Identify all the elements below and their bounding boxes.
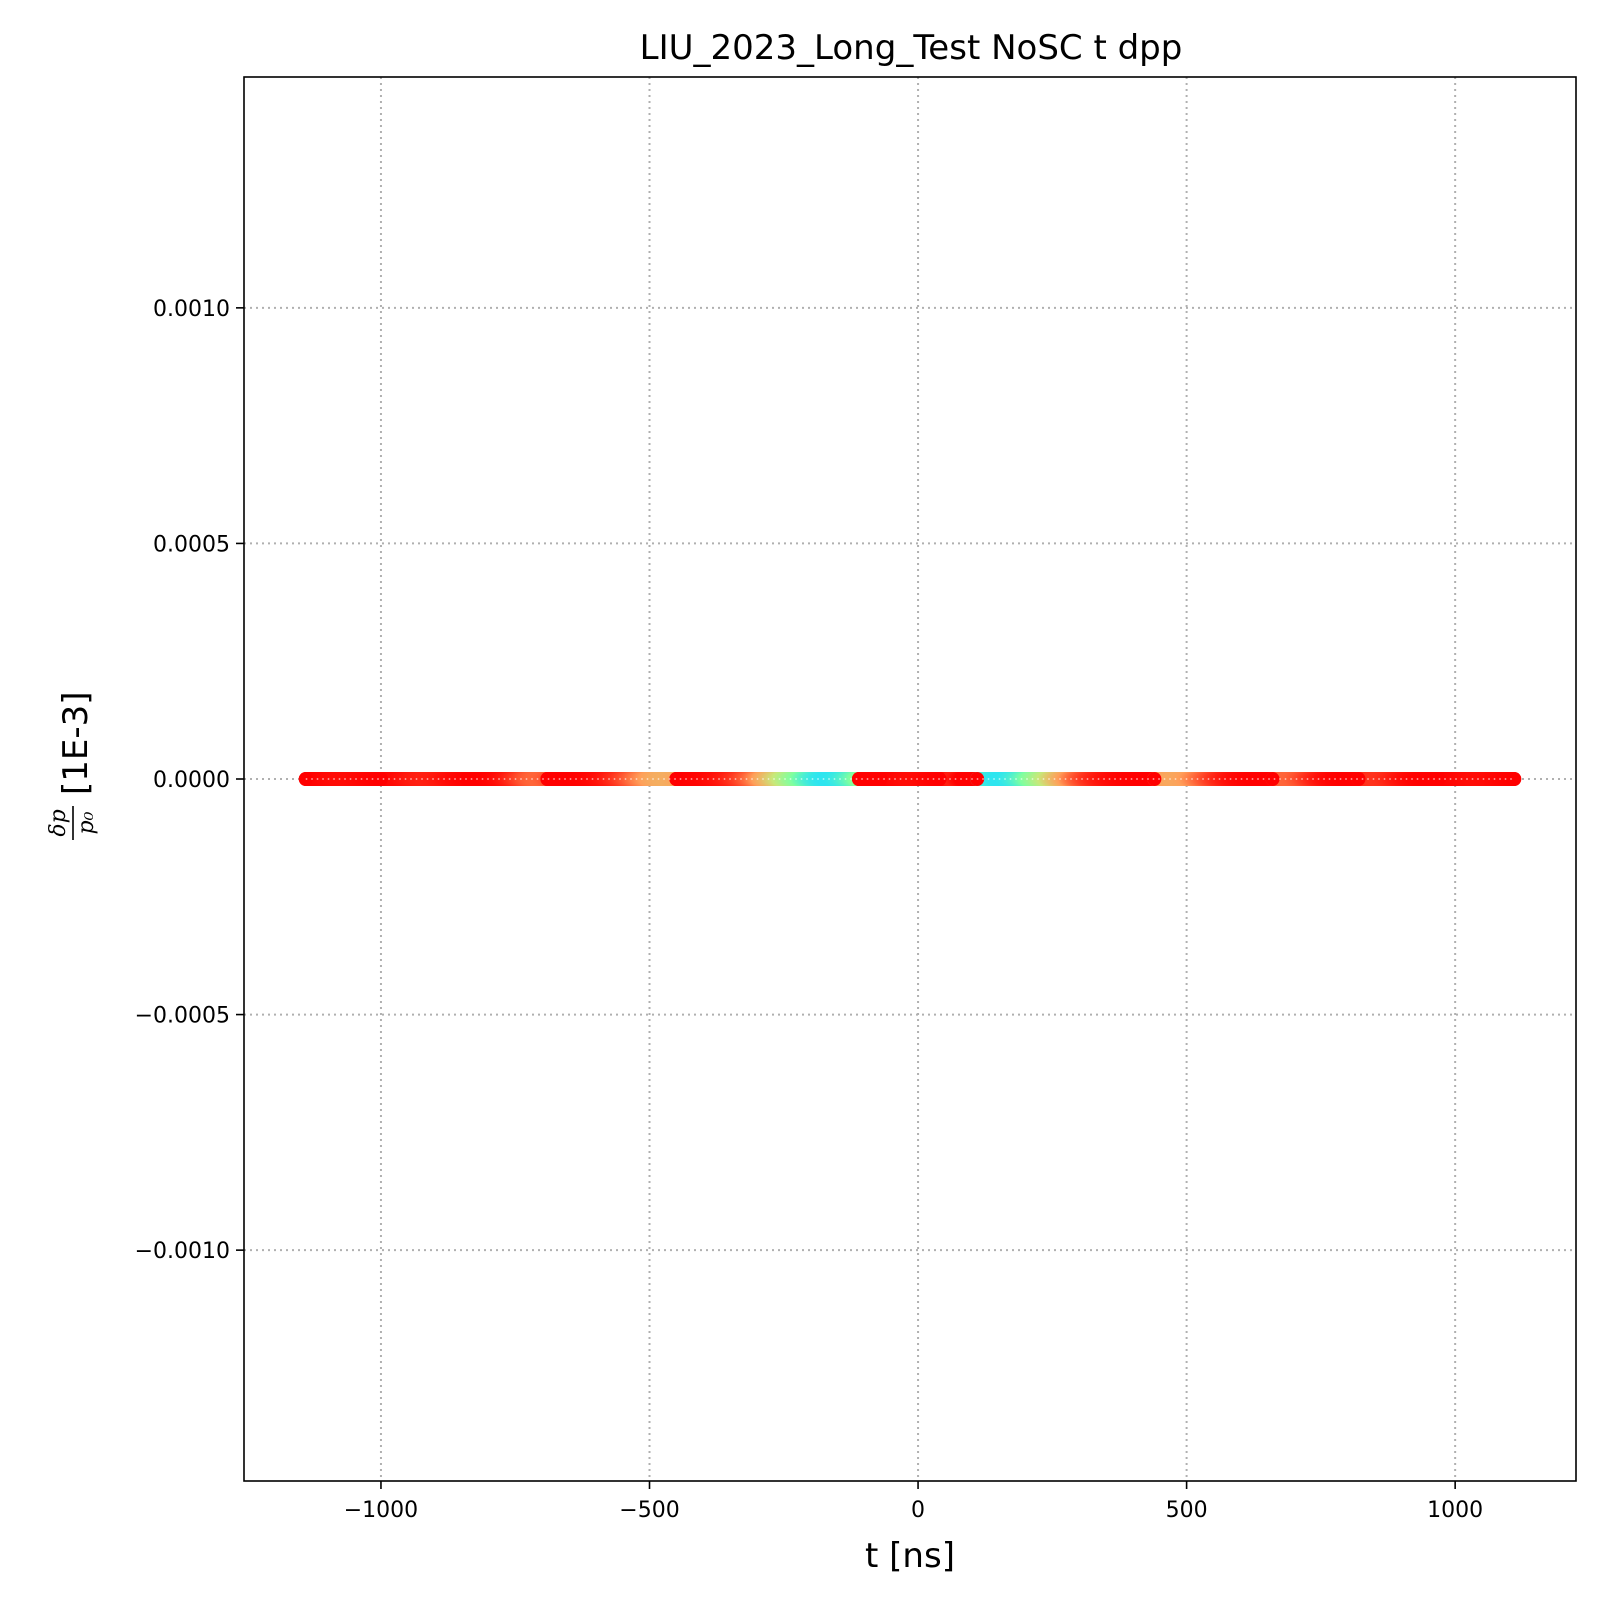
x-axis-ticks: −1000 −500 0 500 1000 [344,1481,1483,1523]
y-axis-label-unit: [1E-3] [56,691,96,795]
scatter-point [851,772,866,786]
scatter-point [873,772,888,786]
y-axis-ticks: 0.0010 0.0005 0.0000 −0.0005 −0.0010 [135,297,244,1264]
scatter-point [1147,772,1162,786]
x-tick-label: 500 [1166,1498,1208,1523]
chart-title: LIU_2023_Long_Test NoSC t dpp [640,28,1183,68]
x-axis-label: t [ns] [865,1536,955,1576]
x-tick-label: 0 [911,1498,925,1523]
y-tick-label: 0.0010 [153,297,230,322]
x-tick-label: 1000 [1427,1498,1483,1523]
scatter-point [1351,772,1366,786]
x-tick-label: −1000 [344,1498,418,1523]
scatter-point [1265,772,1280,786]
scatter-point [373,772,388,786]
y-axis-label-numerator: δp [46,809,71,836]
y-tick-label: −0.0010 [135,1239,230,1264]
y-tick-label: −0.0005 [135,1004,230,1029]
scatter-point [669,772,684,786]
y-axis-label: δp p₀ [1E-3] [46,691,99,840]
y-axis-label-denominator: p₀ [74,811,99,834]
scatter-point [1507,772,1522,786]
y-tick-label: 0.0000 [153,768,230,793]
scatter-point [540,772,555,786]
x-tick-label: −500 [619,1498,679,1523]
y-tick-label: 0.0005 [153,532,230,557]
scatter-point [459,772,474,786]
scatter-points [298,772,1522,786]
